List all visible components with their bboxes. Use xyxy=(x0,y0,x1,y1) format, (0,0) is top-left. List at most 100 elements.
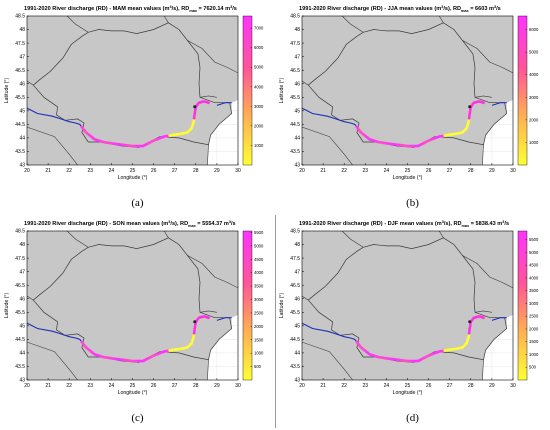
y-tick-label: 45.5 xyxy=(15,95,25,101)
y-tick-label: 48 xyxy=(294,27,300,33)
discharge-point xyxy=(192,116,196,120)
colorbar-tick-label: 1000 xyxy=(254,351,264,356)
colorbar-tick-label: 5500 xyxy=(529,237,539,242)
discharge-point xyxy=(193,108,197,112)
y-tick-label: 46 xyxy=(294,296,300,302)
discharge-point xyxy=(467,331,471,335)
y-tick-label: 43 xyxy=(294,378,300,384)
country-border xyxy=(438,231,444,238)
x-tick-label: 28 xyxy=(193,168,199,174)
colorbar-tick-label: 5000 xyxy=(254,65,264,70)
panel-djf: 1991-2020 River discharge (RD) - DJF mea… xyxy=(275,215,550,430)
x-tick-label: 25 xyxy=(130,168,136,174)
map-area xyxy=(302,16,513,165)
colorbar-tick-label: 3000 xyxy=(254,297,264,302)
discharge-point xyxy=(468,108,472,112)
colorbar xyxy=(517,15,528,166)
discharge-point xyxy=(193,114,196,118)
x-tick-label: 22 xyxy=(341,383,347,389)
colorbar-tick-label: 3000 xyxy=(529,95,539,100)
discharge-point xyxy=(467,333,471,337)
x-tick-label: 22 xyxy=(66,168,72,174)
black-sea xyxy=(482,315,513,380)
y-tick-label: 47.5 xyxy=(15,41,25,47)
black-sea xyxy=(482,100,513,165)
romania-outline xyxy=(307,22,508,148)
map-figure: 1991-2020 River discharge (RD) - MAM mea… xyxy=(4,5,264,181)
panel-label: (a) xyxy=(131,197,144,209)
country-border xyxy=(302,341,353,380)
y-tick-label: 46 xyxy=(19,81,25,87)
x-tick-label: 20 xyxy=(299,383,305,389)
colorbar-tick-label: 5000 xyxy=(529,50,539,55)
country-border xyxy=(207,144,209,165)
x-tick-label: 26 xyxy=(151,168,157,174)
x-tick-label: 20 xyxy=(24,168,30,174)
discharge-point xyxy=(468,114,471,118)
map-title: 1991-2020 River discharge (RD) - JJA mea… xyxy=(299,5,501,13)
y-tick-label: 44.5 xyxy=(15,122,25,128)
colorbar-tick-label: 5500 xyxy=(254,230,264,235)
y-axis-label: Latitude (°) xyxy=(4,78,10,104)
y-tick-label: 45.5 xyxy=(290,310,300,316)
country-border xyxy=(302,80,309,86)
y-tick-label: 48.5 xyxy=(15,229,25,235)
colorbar-tick-label: 3000 xyxy=(529,301,539,306)
x-tick-label: 24 xyxy=(109,168,115,174)
x-tick-label: 30 xyxy=(235,383,241,389)
x-tick-label: 24 xyxy=(384,383,390,389)
map-title: 1991-2020 River discharge (RD) - DJF mea… xyxy=(299,220,509,228)
y-tick-label: 47 xyxy=(19,269,25,275)
y-tick-label: 43 xyxy=(19,163,25,169)
romania-outline xyxy=(307,237,508,363)
x-tick-label: 30 xyxy=(510,168,516,174)
colorbar-tick-label: 4000 xyxy=(529,72,539,77)
country-border xyxy=(462,40,513,74)
station-marker xyxy=(468,320,472,324)
country-border xyxy=(199,95,217,98)
country-border xyxy=(438,16,444,23)
colorbar-tick-label: 4000 xyxy=(529,275,539,280)
panel-label: (b) xyxy=(406,197,419,209)
country-border xyxy=(187,255,238,289)
y-tick-label: 43 xyxy=(19,378,25,384)
danube-branch xyxy=(491,102,507,106)
x-tick-label: 27 xyxy=(172,168,178,174)
colorbar-tick-label: 7000 xyxy=(254,26,264,31)
country-border xyxy=(302,126,353,165)
danube-upstream xyxy=(27,322,83,343)
discharge-point xyxy=(193,327,197,331)
country-border xyxy=(302,295,309,301)
discharge-point xyxy=(468,112,472,116)
black-sea xyxy=(207,315,238,380)
country-border xyxy=(474,95,492,98)
colorbar-tick-label: 2500 xyxy=(254,310,264,315)
map-figure: 1991-2020 River discharge (RD) - JJA mea… xyxy=(279,5,539,181)
discharge-point xyxy=(192,333,196,337)
y-tick-label: 48 xyxy=(19,27,25,33)
map-area xyxy=(27,231,238,380)
x-tick-label: 29 xyxy=(214,168,220,174)
x-tick-label: 26 xyxy=(151,383,157,389)
x-axis-label: Longitude (°) xyxy=(393,390,423,396)
discharge-point xyxy=(482,101,485,105)
x-tick-label: 21 xyxy=(45,383,51,389)
y-tick-label: 44.5 xyxy=(290,337,300,343)
panel-jja: 1991-2020 River discharge (RD) - JJA mea… xyxy=(275,0,550,215)
x-tick-label: 22 xyxy=(66,383,72,389)
country-border xyxy=(27,341,78,380)
colorbar-tick-label: 3500 xyxy=(529,288,539,293)
x-axis-label: Longitude (°) xyxy=(118,175,148,181)
x-tick-label: 20 xyxy=(24,383,30,389)
y-axis-label: Latitude (°) xyxy=(4,293,10,319)
x-tick-label: 29 xyxy=(214,383,220,389)
x-tick-label: 23 xyxy=(88,383,94,389)
colorbar-tick-label: 2500 xyxy=(529,314,539,319)
colorbar-tick-label: 5000 xyxy=(529,250,539,255)
map-title: 1991-2020 River discharge (RD) - SON mea… xyxy=(24,220,236,228)
country-border xyxy=(462,255,513,289)
country-border xyxy=(27,295,34,301)
colorbar xyxy=(242,230,253,381)
discharge-point xyxy=(468,323,472,327)
x-axis-label: Longitude (°) xyxy=(118,390,148,396)
